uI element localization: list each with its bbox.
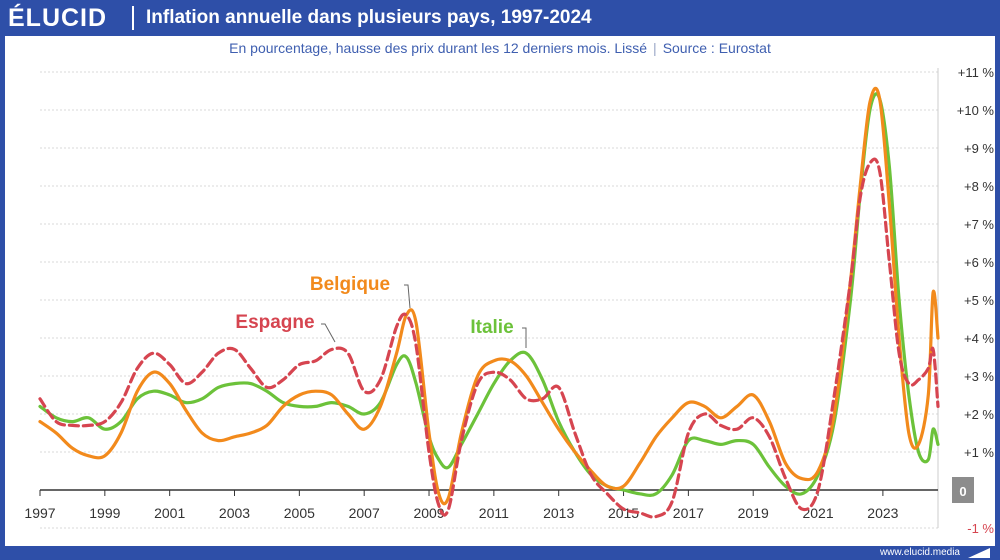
header-separator: [132, 6, 134, 30]
y-tick-label: +8 %: [964, 179, 994, 194]
y-tick-label: +11 %: [958, 65, 995, 80]
x-tick-label: 2015: [608, 505, 639, 521]
series-line-espagne: [38, 157, 940, 519]
x-tick-label: 2021: [802, 505, 833, 521]
y-tick-label: +3 %: [964, 369, 994, 384]
x-tick-label: 2017: [673, 505, 704, 521]
header-bar: ÉLUCID Inflation annuelle dans plusieurs…: [0, 0, 1000, 36]
x-tick-label: 2023: [867, 505, 898, 521]
subtitle-divider: |: [653, 40, 657, 56]
series-label-belgique: Belgique: [310, 274, 390, 295]
brand-mark-icon: [968, 548, 990, 558]
x-tick-label: 2007: [349, 505, 380, 521]
x-tick-label: 2005: [284, 505, 315, 521]
annotation-leader: [321, 323, 336, 343]
zero-label-box: [952, 477, 974, 503]
x-tick-label: 2003: [219, 505, 250, 521]
y-tick-label: +9 %: [964, 141, 994, 156]
chart-subtitle: En pourcentage, hausse des prix durant l…: [0, 38, 1000, 58]
y-tick-label: +1 %: [964, 445, 994, 460]
y-tick-label: +5 %: [964, 293, 994, 308]
series-label-espagne: Espagne: [235, 312, 314, 333]
brand-logo: ÉLUCID: [8, 4, 108, 32]
x-tick-label: 1997: [24, 505, 55, 521]
footer-bar: www.elucid.media: [0, 546, 1000, 560]
footer-url[interactable]: www.elucid.media: [879, 547, 960, 558]
series-label-italie: Italie: [470, 317, 513, 338]
source-note: Source : Eurostat: [662, 40, 771, 56]
series-line-italie: [38, 92, 940, 497]
y-tick-label: -1 %: [967, 521, 994, 536]
chart-title: Inflation annuelle dans plusieurs pays, …: [146, 7, 592, 28]
x-tick-label: 2011: [479, 505, 509, 521]
y-tick-label: +4 %: [964, 331, 994, 346]
x-tick-label: 2013: [543, 505, 574, 521]
x-tick-label: 2019: [738, 505, 769, 521]
x-tick-label: 1999: [89, 505, 120, 521]
subtitle-text: En pourcentage, hausse des prix durant l…: [229, 40, 648, 56]
y-tick-label: +7 %: [964, 217, 994, 232]
x-tick-label: 2001: [154, 505, 185, 521]
annotation-leader: [522, 327, 527, 348]
y-tick-label: +2 %: [964, 407, 994, 422]
x-tick-label: 2009: [413, 505, 444, 521]
annotation-leader: [404, 284, 411, 309]
y-tick-label: +10 %: [957, 103, 995, 118]
series-line-belgique: [38, 86, 940, 506]
y-tick-label: +6 %: [964, 255, 994, 270]
y-tick-label: 0: [959, 484, 966, 499]
